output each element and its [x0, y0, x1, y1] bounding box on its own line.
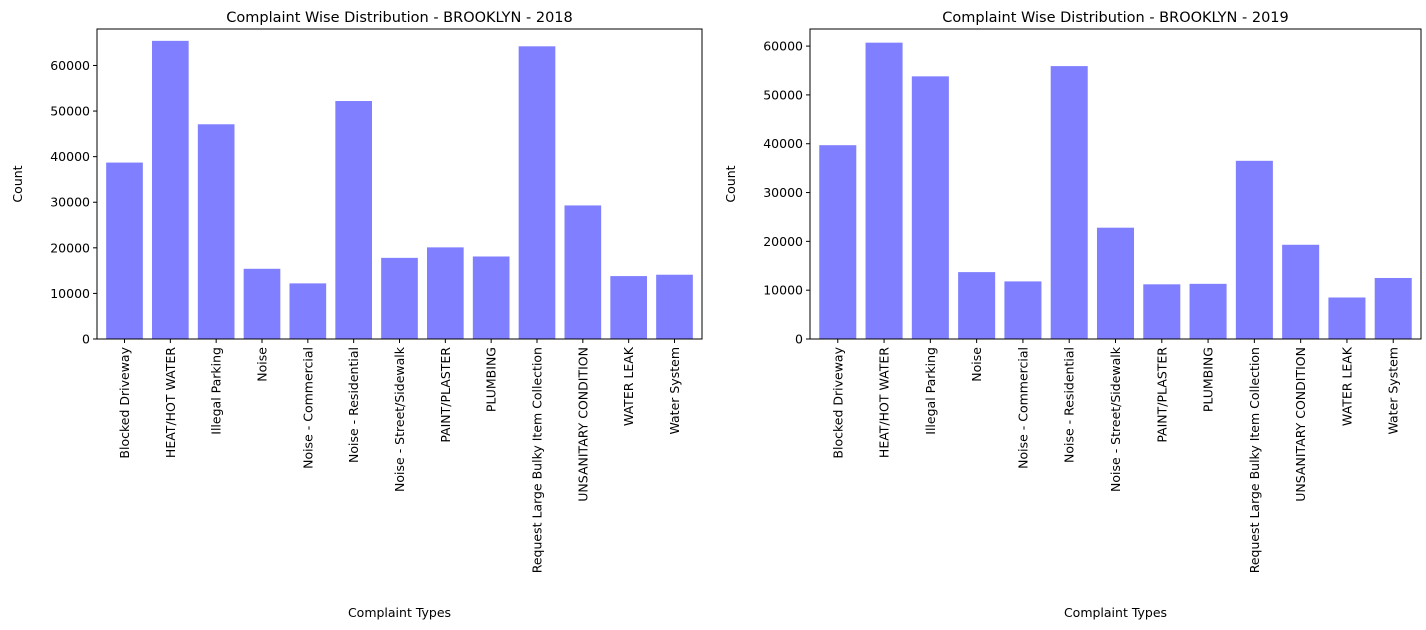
- x-tick-label: Noise - Residential: [346, 347, 361, 463]
- x-tick-label: HEAT/HOT WATER: [163, 347, 178, 458]
- x-tick-label: Noise: [255, 347, 270, 382]
- bar-11: [610, 276, 647, 339]
- bar-0: [819, 145, 857, 339]
- x-tick-label: Water System: [1386, 347, 1401, 435]
- x-tick-label: Noise - Street/Sidewalk: [392, 346, 407, 492]
- y-tick-label: 0: [82, 332, 90, 347]
- bar-3: [243, 268, 281, 339]
- bar-2: [197, 124, 235, 339]
- chart-title: Complaint Wise Distribution - BROOKLYN -…: [226, 10, 573, 26]
- chart-2018: Complaint Wise Distribution - BROOKLYN -…: [10, 10, 703, 620]
- y-axis-label: Count: [723, 165, 738, 202]
- y-tick-label: 20000: [763, 234, 803, 249]
- bar-10: [564, 205, 602, 339]
- bar-4: [289, 283, 327, 339]
- x-tick-label: Request Large Bulky Item Collection: [1247, 347, 1262, 573]
- bar-3: [958, 272, 996, 339]
- x-tick-label: PLUMBING: [1201, 347, 1216, 412]
- x-tick-label: UNSANITARY CONDITION: [575, 347, 590, 502]
- x-tick-label: Request Large Bulky Item Collection: [530, 347, 545, 573]
- y-tick-label: 30000: [50, 195, 90, 210]
- x-tick-label: UNSANITARY CONDITION: [1293, 347, 1308, 502]
- bar-4: [1004, 281, 1042, 339]
- y-axis-label: Count: [10, 165, 25, 202]
- x-tick-label: PAINT/PLASTER: [1154, 347, 1169, 443]
- x-tick-label: Noise - Residential: [1062, 347, 1077, 463]
- x-tick-label: WATER LEAK: [621, 346, 636, 426]
- x-tick-label: Water System: [667, 347, 682, 435]
- x-tick-label: Illegal Parking: [923, 347, 938, 435]
- y-tick-label: 40000: [763, 136, 803, 151]
- y-tick-label: 30000: [763, 185, 803, 200]
- y-tick-label: 60000: [50, 58, 90, 73]
- x-tick-label: Blocked Driveway: [830, 346, 845, 458]
- x-tick-label: PAINT/PLASTER: [438, 347, 453, 443]
- x-tick-label: Noise - Street/Sidewalk: [1108, 346, 1123, 492]
- bar-12: [656, 274, 693, 339]
- y-tick-label: 40000: [50, 149, 90, 164]
- bar-0: [106, 162, 143, 339]
- x-axis-label: Complaint Types: [1064, 605, 1167, 620]
- x-tick-label: Noise - Commercial: [300, 347, 315, 469]
- chart-2019: Complaint Wise Distribution - BROOKLYN -…: [723, 10, 1422, 620]
- x-tick-label: HEAT/HOT WATER: [877, 347, 892, 458]
- bar-6: [1096, 227, 1135, 339]
- bar-5: [1050, 66, 1088, 340]
- x-tick-label: Noise - Commercial: [1015, 347, 1030, 469]
- chart-title: Complaint Wise Distribution - BROOKLYN -…: [942, 10, 1289, 26]
- x-tick-label: PLUMBING: [484, 347, 499, 412]
- x-tick-label: Noise: [969, 347, 984, 382]
- bar-7: [1143, 284, 1181, 339]
- x-axis-label: Complaint Types: [348, 605, 451, 620]
- x-tick-label: Illegal Parking: [209, 347, 224, 435]
- x-tick-label: Blocked Driveway: [117, 346, 132, 458]
- bar-6: [381, 257, 418, 339]
- bar-8: [472, 256, 510, 339]
- bar-1: [865, 42, 903, 340]
- y-tick-label: 10000: [50, 286, 90, 301]
- bar-1: [152, 40, 189, 340]
- y-tick-label: 20000: [50, 240, 90, 255]
- bar-2: [911, 76, 949, 339]
- bar-5: [335, 101, 372, 339]
- bar-9: [1235, 160, 1273, 339]
- y-tick-label: 50000: [763, 87, 803, 102]
- x-tick-label: WATER LEAK: [1339, 346, 1354, 426]
- bar-7: [427, 247, 464, 339]
- bar-12: [1374, 277, 1412, 339]
- bar-8: [1189, 283, 1227, 339]
- bar-10: [1282, 244, 1320, 339]
- bar-11: [1328, 297, 1366, 339]
- y-tick-label: 50000: [50, 104, 90, 119]
- y-tick-label: 0: [795, 332, 803, 347]
- y-tick-label: 10000: [763, 283, 803, 298]
- bar-9: [518, 46, 556, 340]
- y-tick-label: 60000: [763, 39, 803, 54]
